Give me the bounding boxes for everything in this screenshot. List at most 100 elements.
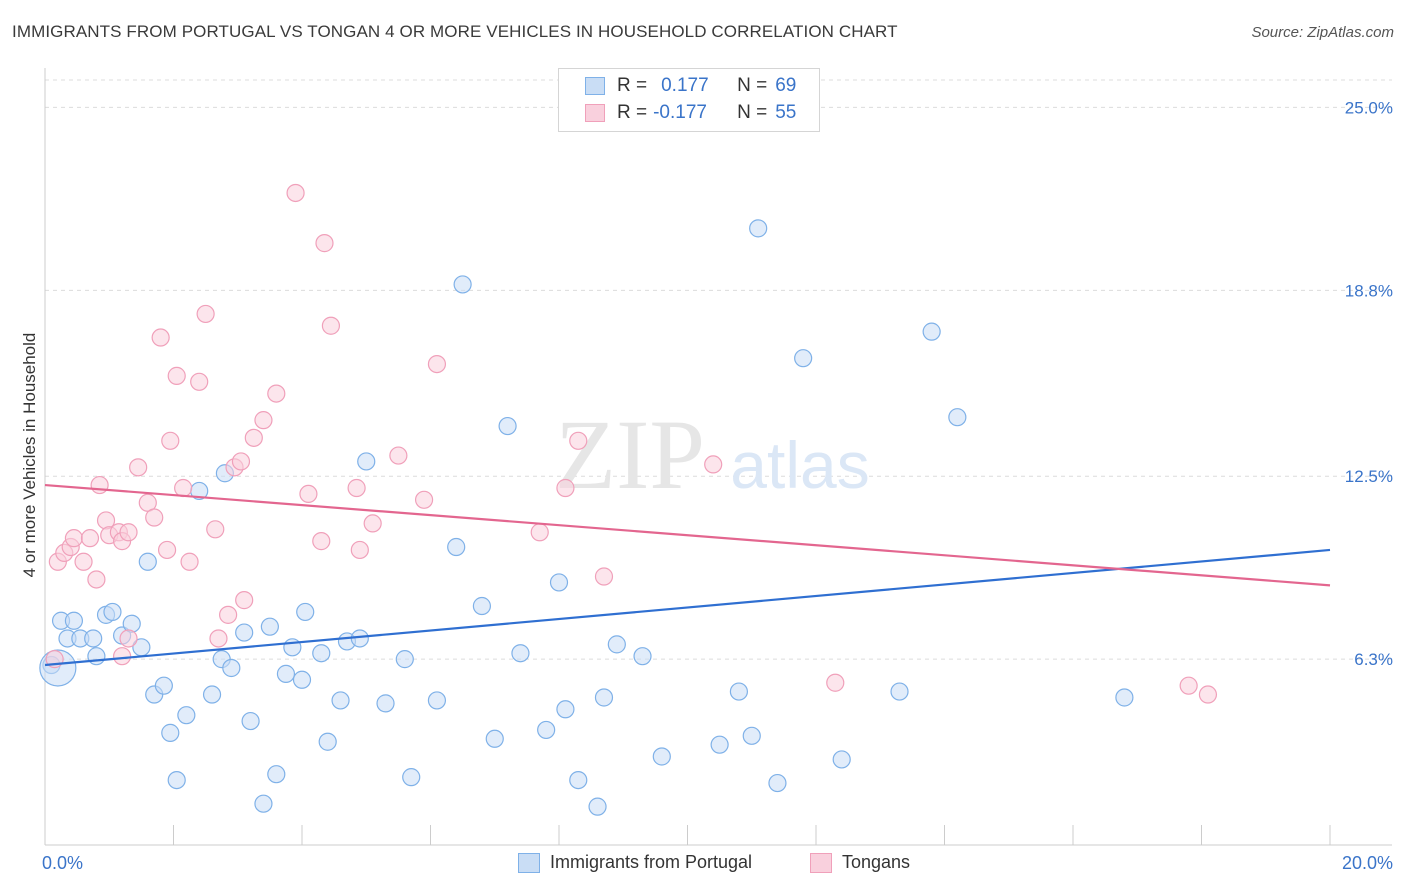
data-point	[244, 428, 263, 447]
data-point	[103, 602, 122, 622]
series-legend-tongans: Tongans	[810, 852, 910, 873]
data-point	[556, 700, 575, 719]
data-point	[241, 711, 260, 731]
data-point	[74, 552, 93, 571]
data-point	[177, 706, 196, 725]
y-tick-label: 25.0%	[1345, 98, 1393, 117]
data-point	[768, 773, 787, 793]
data-point	[530, 523, 549, 542]
legend-r-value: 0.177	[661, 75, 709, 96]
series-label: Immigrants from Portugal	[550, 852, 753, 872]
data-point	[447, 537, 466, 557]
legend-n-value: 55	[775, 102, 797, 123]
data-point	[427, 354, 447, 374]
data-point	[607, 635, 626, 654]
data-point	[145, 508, 164, 527]
trend-line-tongans	[44, 483, 1331, 587]
trend-line-portugal	[44, 548, 1331, 667]
data-point	[922, 322, 941, 341]
data-point	[749, 219, 768, 238]
data-point	[190, 372, 209, 391]
axes	[44, 68, 1392, 846]
legend-swatch-blue	[585, 77, 605, 95]
data-point	[594, 688, 614, 707]
series-legend-portugal: Immigrants from Portugal	[518, 852, 752, 873]
y-tick-label: 18.8%	[1345, 281, 1393, 300]
legend-row-tongans: R = -0.177 N = 55	[585, 100, 796, 126]
legend-row-portugal: R = 0.177 N = 69	[585, 73, 796, 99]
data-point	[350, 629, 369, 648]
data-point	[363, 514, 382, 533]
data-point	[119, 629, 138, 648]
data-point	[376, 694, 395, 713]
data-point	[537, 720, 556, 740]
data-point	[511, 644, 530, 663]
legend-swatch-pink	[585, 104, 605, 122]
data-point	[196, 304, 215, 324]
y-tick-label: 12.5%	[1345, 467, 1393, 486]
data-point	[209, 629, 228, 648]
data-point	[498, 416, 517, 436]
data-point	[167, 366, 186, 385]
data-point	[453, 275, 472, 294]
y-tick-label: 6.3%	[1354, 650, 1393, 669]
data-point	[235, 591, 254, 610]
data-point	[151, 328, 170, 347]
data-point	[119, 523, 138, 542]
data-point	[90, 475, 109, 495]
watermark-zip: ZIP	[555, 399, 705, 510]
data-point	[395, 650, 414, 669]
legend-n-value: 69	[775, 75, 797, 96]
trend-lines	[44, 483, 1331, 667]
data-point	[161, 723, 180, 742]
data-point	[254, 794, 273, 813]
data-point	[826, 673, 845, 692]
data-point	[710, 735, 729, 754]
data-point	[80, 529, 100, 548]
data-point	[1115, 688, 1134, 707]
data-point	[427, 691, 447, 710]
data-point	[472, 596, 491, 616]
data-point	[357, 452, 376, 471]
data-point	[222, 658, 241, 678]
data-point	[633, 647, 652, 666]
stats-legend: R = 0.177 N = 69 R = -0.177 N = 55	[558, 68, 820, 132]
data-point	[64, 611, 84, 630]
series-swatch-pink	[810, 852, 832, 873]
data-point	[202, 685, 222, 704]
data-point	[1198, 685, 1218, 704]
data-point	[206, 520, 225, 539]
data-point	[219, 605, 238, 624]
data-point	[154, 676, 173, 695]
data-point	[704, 455, 723, 474]
data-point	[161, 431, 180, 450]
data-point	[402, 768, 421, 787]
data-point	[890, 682, 909, 701]
data-point	[129, 458, 148, 477]
data-point	[549, 573, 569, 592]
data-point	[1179, 676, 1198, 695]
data-point	[157, 540, 177, 560]
data-point	[832, 750, 851, 769]
data-point	[569, 770, 588, 790]
data-point	[347, 478, 366, 498]
series-label: Tongans	[842, 852, 911, 872]
source-label: Source: ZipAtlas.com	[1251, 24, 1394, 41]
data-point	[167, 770, 186, 790]
data-point	[588, 797, 607, 816]
data-point	[87, 647, 106, 666]
data-point	[321, 316, 341, 335]
data-point	[174, 478, 193, 498]
data-point	[794, 349, 813, 368]
tick-labels: 6.3% 12.5% 18.8% 25.0% 0.0% 20.0%	[42, 98, 1393, 873]
data-point	[267, 765, 286, 784]
data-point	[312, 532, 331, 551]
data-point	[485, 729, 504, 748]
data-point	[231, 452, 251, 471]
data-point	[267, 384, 286, 403]
data-point	[729, 682, 749, 701]
data-point	[112, 647, 132, 666]
data-point	[652, 747, 671, 766]
series-swatch-blue	[518, 852, 540, 873]
